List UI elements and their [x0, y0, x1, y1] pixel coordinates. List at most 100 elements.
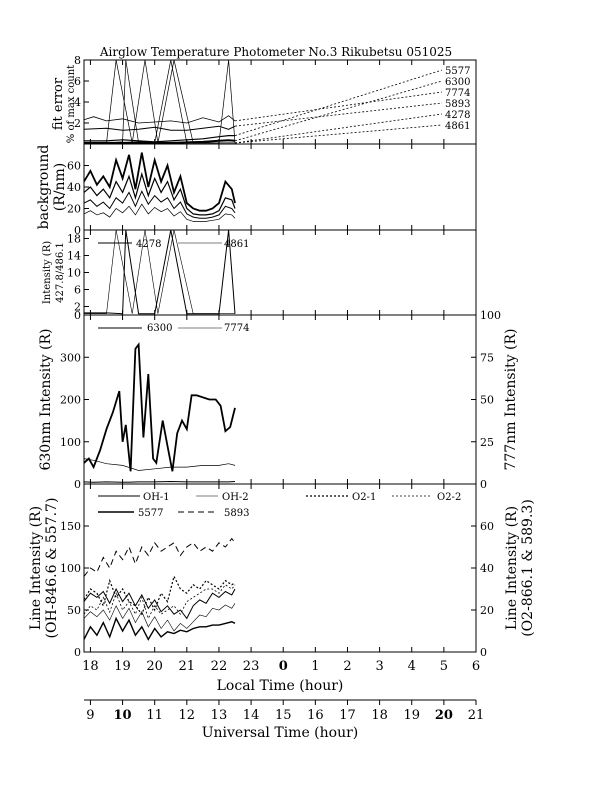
- blue-series-4861: [84, 229, 235, 315]
- fit-ylabel: fit error: [51, 77, 66, 130]
- fit-leader-7774: [234, 91, 443, 122]
- fit-y-tick-label: 4: [74, 96, 81, 109]
- line-series-O2-1: [83, 574, 236, 616]
- line-y-tick-label: 100: [60, 562, 81, 575]
- line-y2-tick-label: 20: [480, 604, 494, 617]
- line-series-5577: [83, 616, 236, 641]
- legend-label-4861: 4861: [224, 239, 249, 250]
- ut-time-label: Universal Time (hour): [202, 725, 359, 741]
- line-y2label-2: (O2-866.1 & 589.3): [520, 499, 536, 637]
- fit-leader-6300: [234, 80, 443, 142]
- ut-tick-label: 13: [211, 708, 228, 723]
- local-tick-label: 2: [343, 659, 351, 674]
- local-tick-label: 20: [146, 659, 163, 674]
- blue-y-tick-label: 14: [67, 250, 81, 263]
- line-series-OH-2: [83, 603, 236, 632]
- red-y-tick-label: 100: [60, 436, 81, 449]
- ut-tick-label: 19: [403, 708, 420, 723]
- bg-series-4: [83, 203, 236, 222]
- local-tick-label: 1: [311, 659, 319, 674]
- red-frame: [83, 314, 477, 485]
- fit-right-label-4278: 4278: [445, 110, 470, 121]
- line-y-tick-label: 50: [67, 604, 81, 617]
- fit-leader-5577: [234, 69, 443, 136]
- bg-ylabel-2: (R/nm): [52, 163, 68, 211]
- ut-tick-label: 14: [243, 708, 260, 723]
- line-ylabel-2: (OH-846.6 & 557.7): [44, 498, 60, 639]
- blue-y-tick-label: 0: [74, 309, 81, 322]
- fit-y-tick-label: 2: [74, 117, 81, 130]
- local-tick-label: 22: [211, 659, 228, 674]
- bg-ylabel: background: [36, 145, 52, 230]
- fit-series-5893: [83, 125, 236, 131]
- red-ylabel: 630nm Intensity (R): [38, 328, 54, 470]
- bg-y-tick-label: 40: [67, 181, 81, 194]
- ut-tick-label: 17: [339, 708, 356, 723]
- red-y2-tick-label: 75: [480, 351, 494, 364]
- line-y2label: Line Intensity (R): [504, 506, 520, 630]
- line-series-O2-2: [83, 584, 236, 620]
- local-tick-label: 6: [472, 659, 480, 674]
- legend-label-4278: 4278: [136, 239, 161, 250]
- red-series-7774: [83, 458, 236, 471]
- red-y2-tick-label: 25: [480, 436, 494, 449]
- line-y2-tick-label: 60: [480, 520, 494, 533]
- line-y2-tick-label: 0: [480, 646, 487, 659]
- local-tick-label: 19: [114, 659, 131, 674]
- chart-title: Airglow Temperature Photometer No.3 Riku…: [99, 45, 452, 59]
- red-series-6300-bg: [83, 480, 236, 483]
- red-y2-tick-label: 50: [480, 394, 494, 407]
- red-y2-tick-label: 0: [480, 478, 487, 491]
- fit-leader-4861: [234, 124, 443, 144]
- ut-tick-label: 21: [468, 708, 485, 723]
- bg-y-tick-label: 60: [67, 160, 81, 173]
- blue-ylabel: Intensity (R): [42, 241, 53, 304]
- fit-y-tick-label: 8: [74, 54, 81, 67]
- fit-series-5577: [84, 135, 235, 143]
- local-tick-label: 0: [279, 659, 288, 674]
- blue-y-tick-label: 10: [67, 267, 81, 280]
- blue-series-4278: [84, 229, 236, 315]
- line-ylabel: Line Intensity (R): [28, 506, 44, 630]
- blue-ylabel-2: 427.8/486.1: [55, 242, 66, 303]
- fit-right-label-5577: 5577: [445, 66, 470, 77]
- local-tick-label: 18: [82, 659, 99, 674]
- line-y2-tick-label: 40: [480, 562, 494, 575]
- line-y-tick-label: 150: [60, 520, 81, 533]
- line-series-5893: [83, 537, 236, 577]
- ut-tick-label: 11: [146, 708, 163, 723]
- ut-tick-label: 16: [307, 708, 324, 723]
- red-y2label: 777nm Intensity (R): [503, 328, 519, 470]
- fit-series-4861: [84, 59, 235, 144]
- fit-series-6300: [84, 139, 236, 144]
- local-tick-label: 23: [243, 659, 260, 674]
- red-y-tick-label: 200: [60, 394, 81, 407]
- local-tick-label: 4: [408, 659, 416, 674]
- line-series-OH-1: [83, 587, 236, 620]
- fit-right-label-4861: 4861: [445, 121, 470, 132]
- fit-ylabel-2: % of max count: [66, 65, 77, 143]
- ut-tick-label: 15: [275, 708, 292, 723]
- fit-series-7774: [83, 115, 236, 124]
- bg-y-tick-label: 0: [74, 224, 81, 237]
- legend-label-OH-1: OH-1: [143, 492, 170, 503]
- red-series-6300: [83, 342, 236, 472]
- line-y-tick-label: 0: [74, 646, 81, 659]
- red-y2-tick-label: 100: [480, 309, 501, 322]
- ut-tick-label: 20: [435, 708, 453, 723]
- legend-label-OH-2: OH-2: [222, 492, 249, 503]
- bg-series-3: [83, 190, 236, 219]
- blue-y-tick-label: 18: [67, 233, 81, 246]
- legend-label-5577: 5577: [138, 508, 163, 519]
- bg-series-1: [83, 152, 236, 212]
- legend-label-O2-2: O2-2: [437, 492, 461, 503]
- legend-label-O2-1: O2-1: [352, 492, 376, 503]
- local-time-label: Local Time (hour): [217, 678, 344, 694]
- red-y-tick-label: 0: [74, 478, 81, 491]
- legend-label-6300: 6300: [147, 323, 172, 334]
- fit-leader-4278: [234, 113, 443, 144]
- blue-y-tick-label: 2: [74, 301, 81, 314]
- fit-series-4278: [84, 59, 236, 144]
- fit-right-label-6300: 6300: [445, 77, 470, 88]
